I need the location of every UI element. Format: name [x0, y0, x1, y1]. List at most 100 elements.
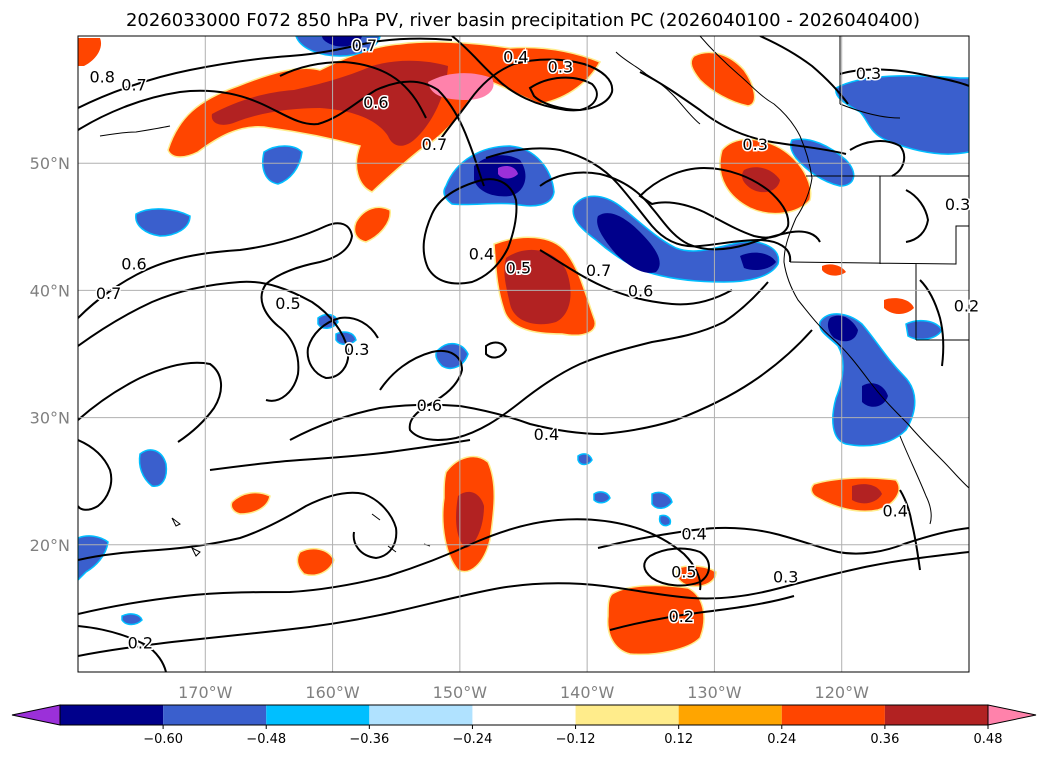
colorbar-tick-label: 0.48 — [974, 732, 1003, 747]
contour-label: 0.3 — [773, 568, 798, 587]
contour-label: 0.7 — [422, 135, 447, 154]
precip-neg-eastern-core-2 — [740, 252, 776, 270]
precip-central-pacific-core — [504, 249, 571, 325]
contour-label: 0.2 — [669, 607, 694, 626]
precip-bc-coast-north — [690, 51, 756, 107]
contour-label: 0.6 — [628, 281, 653, 300]
lon-tick-label: 150°W — [433, 683, 488, 702]
pv-contour-03-south — [78, 551, 969, 657]
pv-contour-03-canada — [839, 68, 969, 87]
pv-contour-04-mexico — [899, 489, 921, 571]
contour-label: 0.5 — [506, 259, 531, 278]
map-frame — [77, 35, 970, 673]
pv-contour-04-sw — [78, 491, 398, 561]
lat-tick-label: 50°N — [30, 154, 70, 173]
contour-label: 0.4 — [534, 425, 559, 444]
latitude-tick-labels: 20°N 30°N 40°N 50°N — [30, 154, 70, 555]
pv-contour-02-north — [759, 36, 849, 105]
precip-negative-areas — [78, 36, 969, 626]
gridlines — [78, 36, 969, 672]
contour-label: 0.2 — [128, 634, 153, 653]
precip-hawaii-north — [230, 491, 271, 515]
contour-label: 0.2 — [954, 297, 979, 316]
precip-inland-small-1 — [822, 264, 846, 276]
pv-contour-02-inland — [919, 279, 945, 367]
pv-contour-small-ring — [485, 341, 508, 359]
contour-label: 0.8 — [89, 68, 114, 87]
state-borders — [789, 176, 969, 341]
precip-neg-bc-inland — [790, 138, 855, 187]
colorbar-segment — [60, 705, 164, 725]
precip-gulf-core — [211, 60, 448, 146]
colorbar-tick-label: 0.24 — [767, 732, 796, 747]
precip-neg-dateline — [135, 208, 191, 237]
precip-neg-small-7 — [658, 514, 672, 527]
precip-baja-core — [852, 484, 882, 504]
contour-label: 0.3 — [742, 135, 767, 154]
colorbar-tick-label: 0.36 — [870, 732, 899, 747]
coastline-north-america — [699, 36, 969, 489]
colorbar: −0.60 −0.48 −0.36 −0.24 −0.12 0.12 0.24 0.36 0.4… — [11, 704, 1037, 747]
precip-neg-north-pacific — [262, 145, 303, 185]
coastline-baja — [899, 435, 932, 525]
contour-label: 0.6 — [121, 255, 146, 274]
contour-label: 0.6 — [363, 93, 388, 112]
contour-label: 0.4 — [681, 524, 706, 543]
pv-contour-03-coast — [639, 71, 847, 155]
pv-contour-04-central — [422, 178, 518, 285]
precip-neg-small-4 — [651, 491, 673, 509]
pv-contour-03-inland — [905, 189, 930, 243]
pv-contour-06-west — [78, 222, 354, 402]
lon-tick-label: 140°W — [560, 683, 615, 702]
precip-mid-pacific-small — [353, 206, 391, 243]
pv-contour-07-sw — [78, 439, 113, 511]
pv-contour-07-ring — [638, 166, 790, 239]
precip-inland-small-2 — [884, 298, 914, 314]
colorbar-tick-label: −0.48 — [246, 732, 286, 747]
pv-contour-04-east — [597, 526, 969, 555]
precip-neg-eastern-core — [597, 213, 660, 273]
precip-neg-california — [819, 313, 916, 447]
colorbar-frame — [59, 704, 989, 726]
precip-neg-small-8 — [121, 613, 143, 626]
pv-contours — [78, 36, 969, 672]
precip-neg-central-peak — [498, 166, 518, 179]
pv-contour-03-ring — [528, 76, 598, 112]
contour-label: 0.4 — [469, 245, 494, 264]
colorbar-segment — [678, 705, 782, 725]
pv-contour-07-north — [78, 80, 485, 187]
colorbar-tick-label: 0.12 — [664, 732, 693, 747]
colorbar-segment — [575, 705, 679, 725]
contour-label: 0.6 — [417, 396, 442, 415]
contour-label: 0.4 — [882, 501, 907, 520]
precip-positive-areas — [78, 38, 914, 656]
lon-tick-label: 130°W — [687, 683, 742, 702]
precip-neg-tropical-west — [138, 449, 168, 487]
pv-contour-05-ring-south — [643, 547, 710, 587]
contour-label: 0.5 — [671, 563, 696, 582]
map-panel: 0.8 0.70.70.60.70.40.3 0.30.30.30.20.60.70… — [77, 34, 981, 673]
contour-label: 0.7 — [586, 261, 611, 280]
lon-tick-label: 120°W — [815, 683, 870, 702]
contour-label: 0.3 — [548, 58, 573, 77]
contour-label: 0.5 — [275, 294, 300, 313]
precip-neg-small-3 — [335, 331, 357, 346]
contour-label: 0.7 — [121, 75, 146, 94]
pv-contour-04-south — [289, 329, 813, 441]
precip-hawaii-south — [296, 547, 335, 576]
precip-neg-small-6 — [577, 453, 593, 466]
lon-tick-label: 170°W — [178, 683, 233, 702]
precip-southern-small — [676, 565, 717, 588]
pv-contour-03-rockies — [849, 140, 906, 177]
precip-neg-california-core-1 — [827, 315, 858, 342]
precip-nw-corner — [78, 38, 102, 66]
pv-contour-02-south — [609, 595, 795, 631]
colorbar-tick-label: −0.12 — [556, 732, 596, 747]
contour-label: 0.4 — [503, 47, 528, 66]
contour-labels: 0.8 0.70.70.60.70.40.3 0.30.30.30.20.60.70… — [88, 34, 981, 654]
contour-label: 0.3 — [344, 340, 369, 359]
colorbar-segment — [163, 705, 267, 725]
colorbar-tick-label: −0.36 — [349, 732, 389, 747]
pv-contour-05-west — [78, 280, 379, 380]
